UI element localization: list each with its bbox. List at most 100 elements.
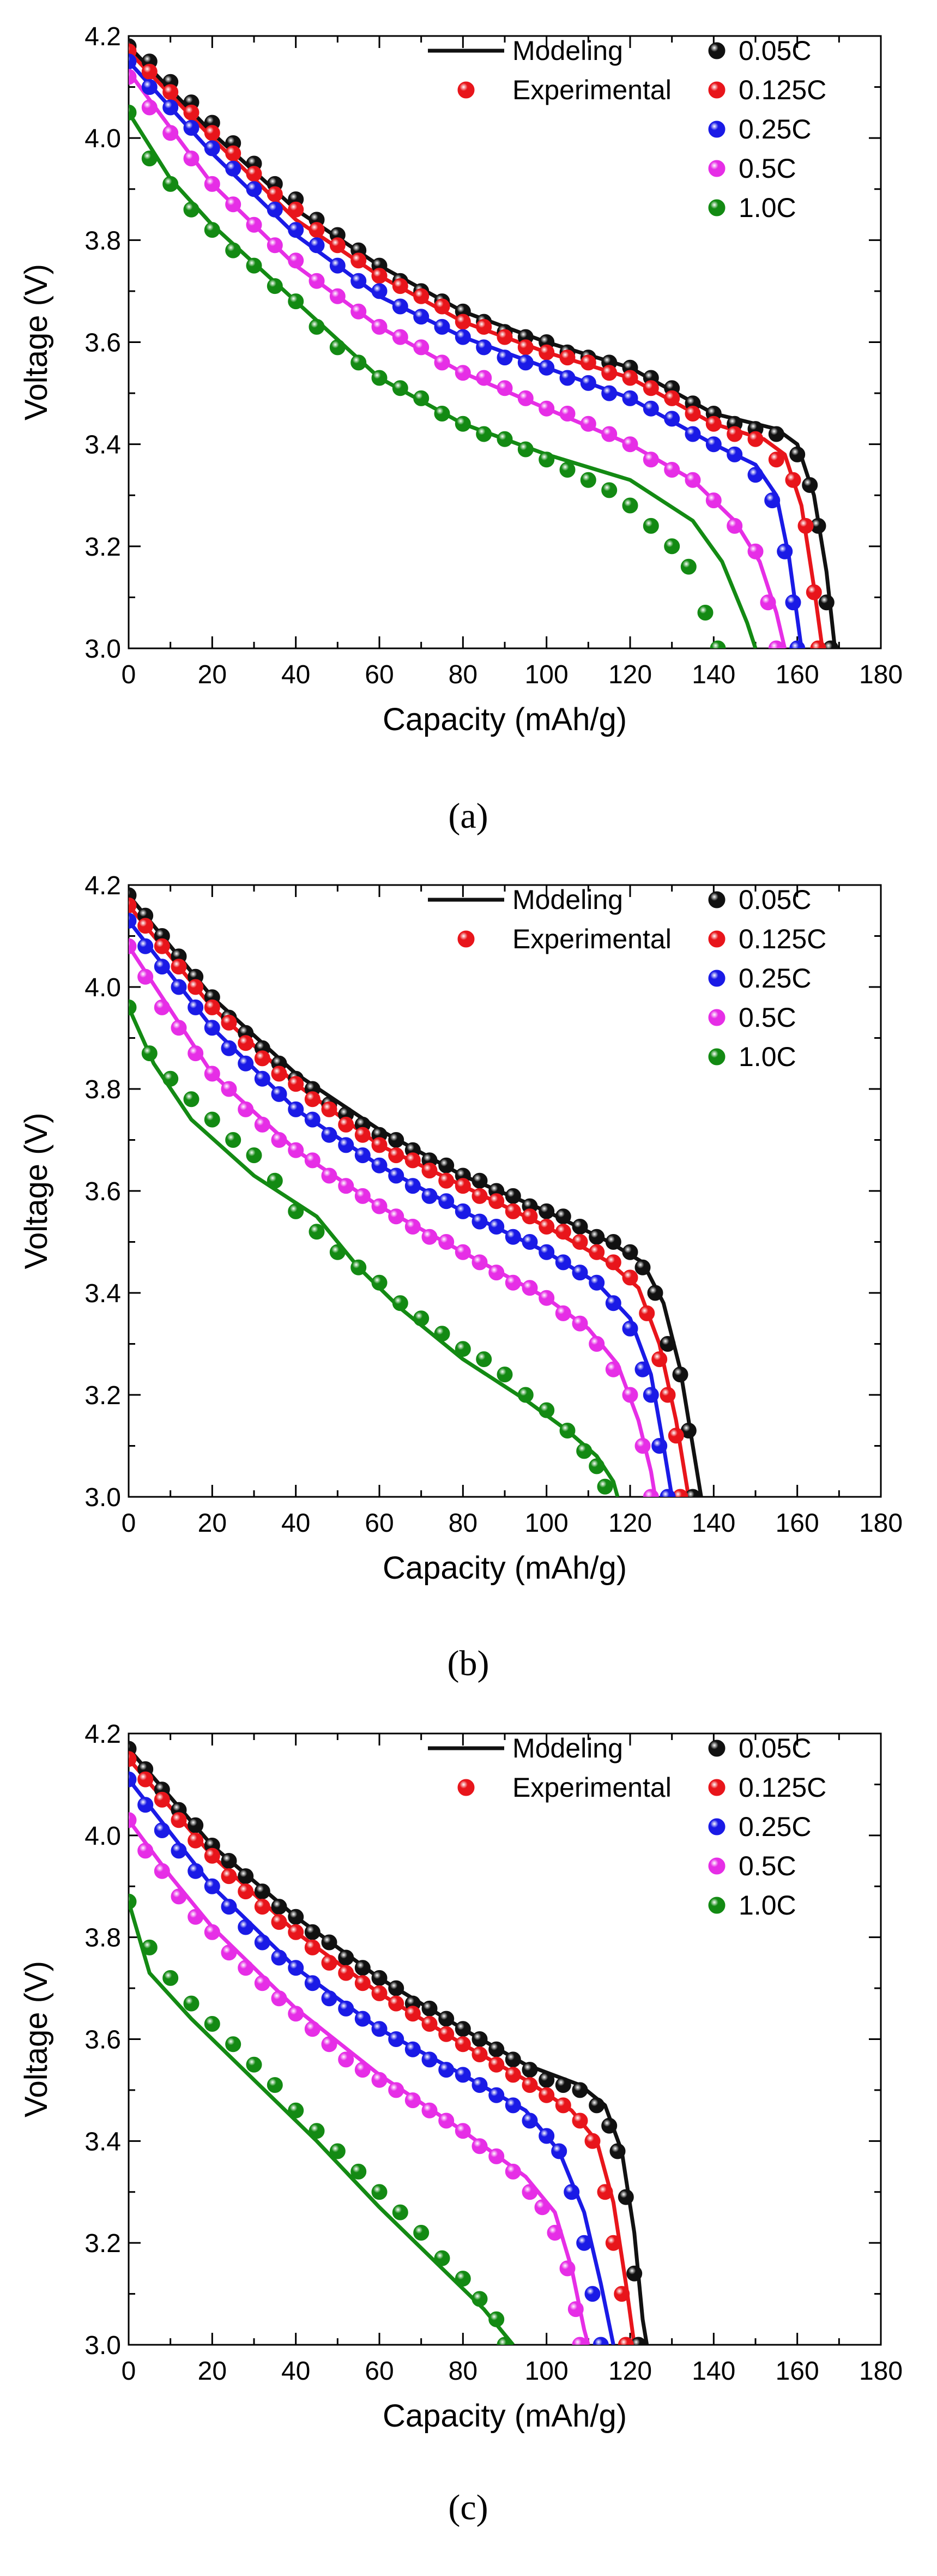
data-point-0_25C <box>288 1960 304 1976</box>
data-point-0_5C <box>643 452 659 468</box>
data-point-0_25C <box>622 390 638 406</box>
data-point-0_05C <box>238 1868 254 1885</box>
data-point-0_05C <box>421 2000 438 2017</box>
data-point-0_5C <box>371 1198 388 1214</box>
data-point-0_25C <box>129 913 137 929</box>
data-point-0_125C <box>271 1914 287 1930</box>
data-point-0_05C <box>609 2143 626 2159</box>
data-point-0_05C <box>618 2189 634 2205</box>
data-point-0_25C <box>664 411 680 427</box>
data-point-0_125C <box>672 1489 688 1497</box>
data-point-0_5C <box>288 252 304 269</box>
legend-label: 0.5C <box>739 1851 796 1881</box>
data-point-0_25C <box>522 2112 538 2129</box>
x-tick-label: 0 <box>122 2357 136 2386</box>
data-point-0_25C <box>221 1040 237 1056</box>
data-point-0_25C <box>705 436 722 453</box>
panel-caption: (c) <box>448 2488 488 2527</box>
x-axis-title: Capacity (mAh/g) <box>383 702 627 737</box>
data-point-0_5C <box>188 1909 204 1925</box>
data-point-0_125C <box>171 1812 187 1828</box>
data-point-0_5C <box>304 2021 321 2037</box>
data-point-0_5C <box>129 69 137 85</box>
data-point-0_5C <box>438 2112 455 2129</box>
x-axis-title: Capacity (mAh/g) <box>383 1550 627 1586</box>
x-tick-label: 140 <box>692 660 735 689</box>
data-point-1_0C <box>183 201 200 218</box>
data-point-0_25C <box>204 1878 220 1894</box>
data-point-0_25C <box>589 1274 605 1291</box>
data-point-0_25C <box>643 1387 659 1403</box>
data-point-0_05C <box>622 1244 638 1260</box>
data-point-0_25C <box>404 2041 421 2057</box>
legend-label: 0.5C <box>739 1002 796 1033</box>
data-point-0_25C <box>564 2184 580 2200</box>
data-point-0_125C <box>505 2067 521 2083</box>
legend-label: 0.125C <box>739 1772 826 1803</box>
data-point-0_125C <box>727 426 743 442</box>
data-point-0_25C <box>497 350 513 366</box>
data-point-0_25C <box>321 1990 337 2007</box>
data-point-0_5C <box>329 288 346 304</box>
data-point-0_25C <box>572 1265 588 1281</box>
data-point-0_125C <box>129 1751 137 1767</box>
x-tick-label: 80 <box>449 660 477 689</box>
data-point-1_0C <box>476 426 492 442</box>
data-point-0_125C <box>622 1269 638 1286</box>
x-tick-label: 60 <box>365 1509 394 1538</box>
data-point-0_125C <box>584 2133 601 2149</box>
data-point-1_0C <box>141 151 158 167</box>
data-point-1_0C <box>350 354 367 371</box>
data-point-0_125C <box>497 329 513 345</box>
data-point-1_0C <box>434 1326 450 1342</box>
data-point-0_05C <box>589 1229 605 1245</box>
legend-label: Modeling <box>512 35 623 66</box>
x-tick-label: 100 <box>525 2357 569 2386</box>
y-tick-label: 3.2 <box>84 2229 121 2258</box>
data-point-0_125C <box>476 318 492 335</box>
data-point-0_125C <box>171 959 187 975</box>
y-axis-title: Voltage (V) <box>19 1113 54 1269</box>
y-tick-label: 3.8 <box>84 1924 121 1953</box>
data-point-0_25C <box>188 1863 204 1879</box>
data-point-0_25C <box>404 1178 421 1194</box>
data-point-1_0C <box>162 176 179 192</box>
data-point-0_5C <box>404 2092 421 2109</box>
data-point-1_0C <box>455 416 471 432</box>
data-point-0_5C <box>572 1315 588 1332</box>
data-point-0_5C <box>727 517 743 534</box>
x-tick-label: 180 <box>859 660 903 689</box>
data-point-0_125C <box>404 1152 421 1169</box>
data-point-0_5C <box>455 1244 471 1260</box>
x-tick-label: 20 <box>198 2357 227 2386</box>
x-tick-label: 160 <box>776 1509 819 1538</box>
data-point-0_25C <box>559 370 576 386</box>
data-point-0_25C <box>183 120 200 136</box>
data-point-0_5C <box>434 354 450 371</box>
data-point-0_25C <box>471 1213 488 1230</box>
data-point-0_25C <box>539 1244 555 1260</box>
data-point-0_25C <box>455 2067 471 2083</box>
y-tick-label: 3.6 <box>84 2026 121 2055</box>
data-point-0_125C <box>605 2235 621 2251</box>
data-point-0_25C <box>154 959 170 975</box>
y-tick-label: 4.0 <box>84 1822 121 1851</box>
data-point-0_25C <box>476 339 492 356</box>
data-point-0_05C <box>789 446 806 462</box>
data-point-0_25C <box>254 1070 270 1087</box>
data-point-0_125C <box>288 1076 304 1092</box>
y-tick-label: 3.4 <box>84 2127 121 2156</box>
data-point-0_5C <box>388 1208 404 1225</box>
legend-marker-1_0C <box>708 1897 726 1914</box>
data-point-0_125C <box>810 640 826 648</box>
data-point-1_0C <box>413 2225 430 2241</box>
chart-panel-1: 0 20 40 60 80 100 120 140 160 180 3.0 3.2 3.4 3.6 3.8 4… <box>19 22 903 737</box>
y-tick-label: 3.8 <box>84 1075 121 1104</box>
data-point-0_05C <box>271 1899 287 1915</box>
data-point-1_0C <box>204 222 220 238</box>
data-point-0_25C <box>539 359 555 376</box>
data-point-0_5C <box>559 406 576 422</box>
data-point-0_125C <box>413 288 430 304</box>
data-point-0_25C <box>309 237 325 254</box>
